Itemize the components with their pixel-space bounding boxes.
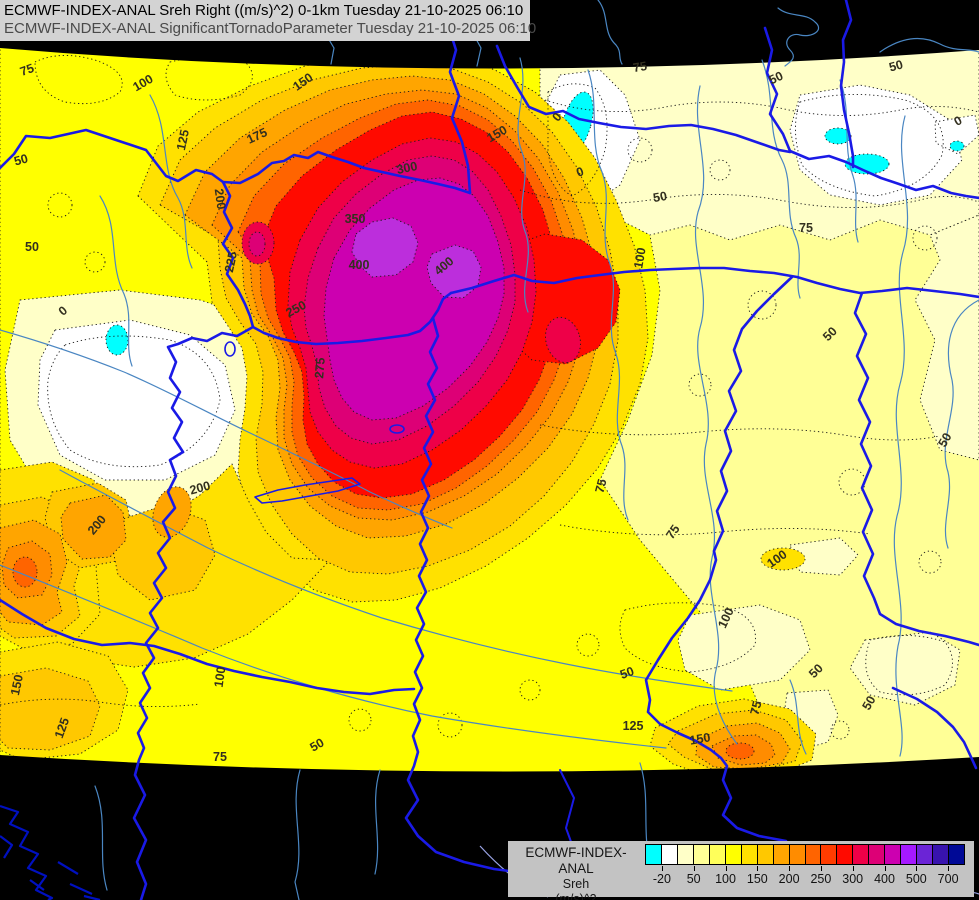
border-romania-s <box>891 686 978 770</box>
title-bar: ECMWF-INDEX-ANAL Sreh Right ((m/s)^2) 0-… <box>0 0 536 41</box>
band-purple-core1 <box>351 217 419 278</box>
legend-colorbar <box>645 844 965 865</box>
legend-swatch <box>884 845 901 864</box>
legend-swatch <box>868 845 885 864</box>
band-crimson-edot <box>545 316 581 364</box>
legend-tickmark <box>820 866 822 871</box>
band-purple-core2 <box>426 244 482 299</box>
legend-swatch <box>788 845 805 864</box>
legend-text: ECMWF-INDEX-ANAL Sreh (m/s)^2 <box>508 845 644 900</box>
legend-swatch <box>916 845 933 864</box>
lake-neusiedl <box>224 341 236 357</box>
title-line-1: ECMWF-INDEX-ANAL Sreh Right ((m/s)^2) 0-… <box>4 2 524 19</box>
legend-tickmark <box>916 866 918 871</box>
border-czech <box>0 128 472 195</box>
legend-swatch <box>708 845 725 864</box>
legend-tick-label: 500 <box>905 872 927 886</box>
coastline <box>0 804 101 900</box>
legend-swatch <box>900 845 917 864</box>
legend-swatch <box>740 845 757 864</box>
border-austria-hungary-n <box>221 180 453 346</box>
legend-tick-label: 200 <box>778 872 800 886</box>
band-orange-w2 <box>60 494 127 560</box>
border-bosnia <box>559 769 575 851</box>
cyan-spot-6 <box>105 324 129 356</box>
lake-balaton <box>254 477 361 504</box>
legend-tickmark <box>725 866 727 871</box>
legend-product: ECMWF-INDEX-ANAL <box>525 845 627 876</box>
lakes <box>224 341 405 504</box>
legend-swatch <box>820 845 837 864</box>
border-romania <box>853 291 979 647</box>
legend-swatch <box>948 845 965 864</box>
contour-field <box>0 42 979 780</box>
legend: ECMWF-INDEX-ANAL Sreh (m/s)^2 -20 50 100 15… <box>508 841 974 900</box>
border-ukraine <box>763 26 979 200</box>
band-white-west <box>37 319 236 481</box>
border-czech-poland <box>447 26 472 195</box>
cyan-spot-3 <box>824 127 852 145</box>
legend-swatch <box>756 845 773 864</box>
band-ivory-e <box>914 214 979 461</box>
legend-tickmark <box>757 866 759 871</box>
legend-parameter: Sreh <box>562 877 590 891</box>
border-hungary-ne <box>449 266 979 299</box>
band-orred-w <box>12 556 38 588</box>
cyan-spot-4 <box>844 153 890 175</box>
border-austria-s <box>132 325 255 900</box>
legend-swatch <box>804 845 821 864</box>
band-ivory-s3 <box>789 537 859 576</box>
legend-swatch <box>646 845 661 864</box>
legend-swatch <box>692 845 709 864</box>
band-white-n2 <box>789 84 963 206</box>
legend-swatch <box>676 845 693 864</box>
legend-swatch <box>772 845 789 864</box>
legend-tick-label: 150 <box>746 872 768 886</box>
border-ukraine-branch <box>839 0 855 169</box>
legend-tick-label: 700 <box>937 872 959 886</box>
legend-tickmark <box>661 866 663 871</box>
legend-tickmark <box>948 866 950 871</box>
legend-tickmark <box>852 866 854 871</box>
cyan-spot-5 <box>949 140 965 152</box>
legend-tickmark <box>693 866 695 871</box>
tisza-river <box>644 275 794 843</box>
legend-tick-label: -20 <box>652 872 671 886</box>
legend-swatch <box>660 845 677 864</box>
band-orred-s <box>725 742 755 760</box>
legend-swatch <box>836 845 853 864</box>
border-slovakia-poland <box>495 44 792 154</box>
danube-river <box>404 316 670 891</box>
band-gold-dot <box>760 547 806 571</box>
minor-contours <box>0 55 979 740</box>
lake-velence <box>389 424 405 434</box>
legend-swatch <box>852 845 869 864</box>
legend-tick-label: 250 <box>810 872 832 886</box>
title-line-2: ECMWF-INDEX-ANAL SignificantTornadoParam… <box>4 20 537 37</box>
legend-tickmark <box>884 866 886 871</box>
legend-tickmark <box>789 866 791 871</box>
legend-units: (m/s)^2 <box>555 892 597 900</box>
border-drava <box>0 598 416 696</box>
band-white-n3 <box>934 114 979 155</box>
band-ivory-s2 <box>849 631 961 706</box>
legend-tick-label: 400 <box>874 872 895 886</box>
legend-tick-label: 300 <box>842 872 864 886</box>
legend-tick-label: 50 <box>686 872 701 886</box>
legend-swatch <box>932 845 949 864</box>
legend-tick-label: 100 <box>715 872 736 886</box>
band-pink-pocket <box>248 231 266 257</box>
legend-swatch <box>724 845 741 864</box>
band-amber-sw <box>0 667 101 751</box>
